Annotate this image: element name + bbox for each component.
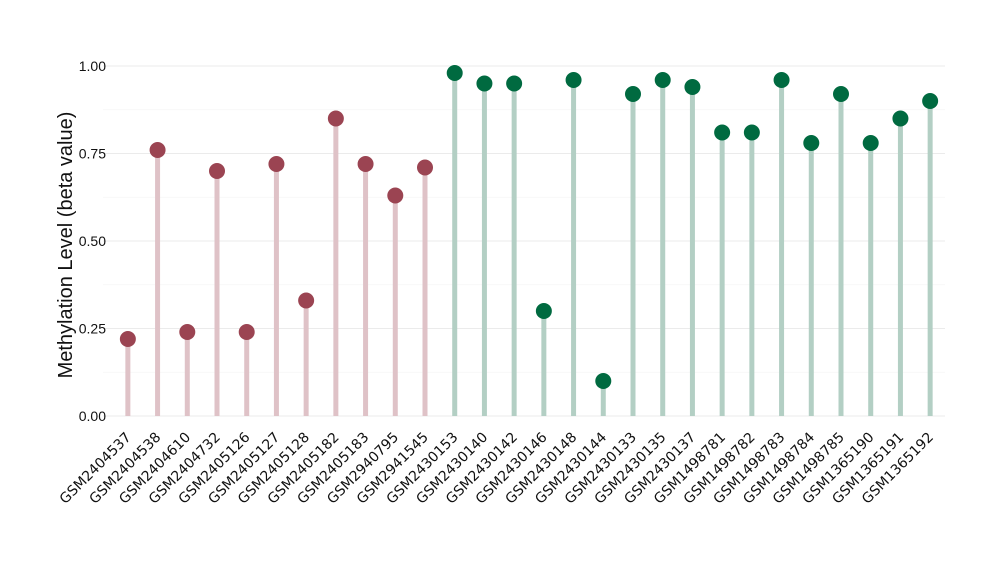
lollipop-point (387, 187, 404, 204)
lollipop-point (892, 110, 909, 127)
lollipop-point (654, 72, 671, 88)
lollipop-point (684, 79, 701, 95)
lollipop-point (714, 124, 731, 141)
lollipop-point (298, 292, 315, 309)
lollipop-point (922, 93, 939, 109)
y-axis-ticks: 0.00 0.25 0.50 0.75 1.00 (79, 58, 106, 424)
grid-lines (103, 65, 945, 417)
lollipop-point (119, 331, 136, 347)
y-tick-label: 0.50 (79, 233, 106, 249)
lollipop-point (149, 142, 166, 158)
lollipop-point (595, 373, 612, 389)
lollipop-points (119, 65, 939, 389)
lollipop-point (446, 65, 463, 81)
y-tick-label: 0.75 (79, 146, 106, 162)
lollipop-point (625, 86, 641, 102)
lollipop-point (179, 324, 196, 340)
lollipop-point (803, 135, 820, 151)
lollipop-point (476, 75, 493, 92)
lollipop-point (209, 163, 225, 179)
x-axis-ticks: GSM2404537GSM2404538GSM2404610GSM2404732… (57, 429, 937, 507)
lollipop-point (417, 159, 433, 176)
y-tick-label: 0.25 (79, 321, 106, 337)
y-tick-label: 1.00 (79, 58, 106, 74)
lollipop-point (773, 72, 790, 88)
lollipop-point (238, 324, 255, 340)
lollipop-point (535, 303, 552, 319)
y-tick-label: 0.00 (79, 408, 106, 424)
lollipop-point (327, 110, 344, 127)
lollipop-point (743, 124, 760, 141)
lollipop-point (862, 135, 879, 151)
lollipop-point (565, 72, 582, 88)
lollipop-point (357, 156, 374, 172)
y-axis-title: Methylation Level (beta value) (55, 112, 77, 379)
lollipop-point (833, 86, 849, 102)
lollipop-stems (125, 73, 933, 416)
lollipop-point (506, 75, 523, 92)
lollipop-point (268, 156, 285, 172)
